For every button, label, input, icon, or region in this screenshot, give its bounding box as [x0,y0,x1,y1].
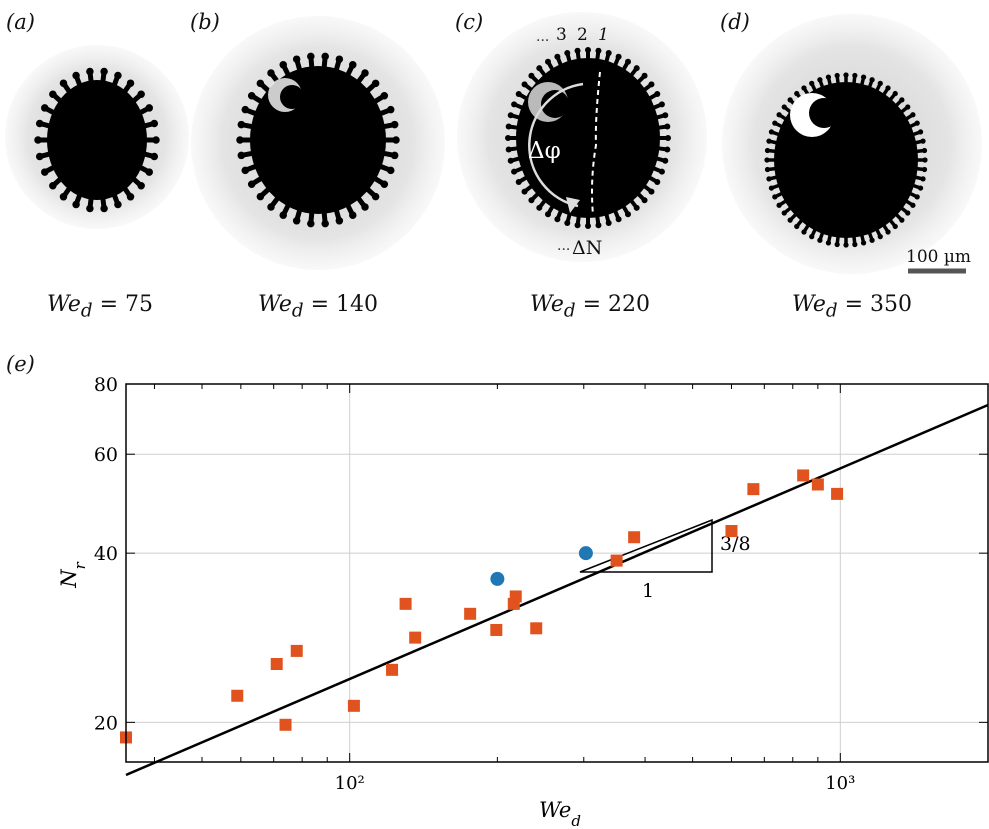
grid [126,383,988,762]
ring-label-3: 3 [556,25,567,45]
delta-n-label: ΔN [572,237,602,259]
droplet-b [191,16,445,270]
y-tick-label: 80 [94,374,118,396]
slope-run-label: 1 [642,580,654,602]
droplet-images: Δφ ··· 3 2 1 ··· ΔN 100 µm [5,12,982,274]
data-point-square [270,658,283,671]
data-point-square [530,622,543,635]
count-dots: ··· [557,242,570,258]
panel-b-label: (b) [190,10,220,34]
droplet-d: 100 µm [722,14,982,274]
y-tick-label: 60 [94,444,118,466]
data-point-square [464,607,477,620]
data-point-square [409,631,422,644]
data-point-square [725,525,738,538]
data-point-square [290,644,303,657]
y-tick-label: 20 [94,712,118,734]
x-tick-label: 10² [335,773,365,794]
ring-dots: ··· [536,33,549,49]
power-law-fit-line [125,403,989,777]
data-point-square [628,531,641,544]
x-axis-label: Wed [539,798,581,829]
we-caption-d: Wed = 350 [792,292,912,322]
y-axis-label: Nr [57,561,89,588]
panel-d-label: (d) [720,10,750,34]
panel-c-label: (c) [455,10,484,34]
data-point-square [231,689,244,702]
we-caption-c: Wed = 220 [530,292,650,322]
data-point-square [747,483,760,496]
data-point-square [811,478,824,491]
we-caption-a: Wed = 75 [47,292,153,322]
panel-e-label: (e) [6,352,35,376]
panel-a-label: (a) [6,10,35,34]
y-tick-label: 40 [94,543,118,565]
droplet-a [5,45,189,229]
data-point-square [386,663,399,676]
droplet-c: Δφ ··· 3 2 1 ··· ΔN [457,12,707,262]
data-point-square [399,597,412,610]
scale-bar-label: 100 µm [906,247,971,267]
data-point-square [831,487,844,500]
slope-triangle [579,518,713,573]
slope-rise-label: 3/8 [720,533,751,555]
ring-label-2: 2 [577,25,588,45]
data-point-square [279,718,292,731]
nr-vs-wed-chart: 1 3/8 10² 10³ 20 40 60 80 Wed Nr [57,374,989,829]
data-point-square [610,554,623,567]
data-point-square [347,699,360,712]
delta-phi-label: Δφ [528,138,561,164]
data-point-circle [490,571,505,586]
data-point-square [509,590,522,603]
x-tick-label: 10³ [825,773,855,794]
we-caption-b: Wed = 140 [258,292,378,322]
plot-frame [125,383,989,763]
data-point-square [797,469,810,482]
data-point-square [490,623,503,636]
ring-label-1: 1 [598,25,609,45]
data-point-circle [578,546,593,561]
